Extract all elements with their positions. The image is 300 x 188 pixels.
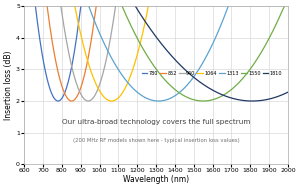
- 852: [22, 3, 26, 6]
- Line: 1064: 1064: [24, 5, 288, 101]
- 1550: [253, 62, 256, 64]
- 1550: [124, 12, 127, 15]
- 1810: [68, 3, 72, 6]
- 940: [135, 3, 139, 6]
- 1550: [22, 3, 26, 6]
- 1064: [135, 55, 139, 57]
- 780: [52, 97, 56, 99]
- 852: [52, 52, 56, 54]
- 1313: [286, 3, 290, 6]
- 940: [86, 100, 90, 102]
- 1313: [22, 3, 26, 6]
- Legend: 780, 852, 940, 1064, 1313, 1550, 1810: 780, 852, 940, 1064, 1313, 1550, 1810: [140, 69, 284, 78]
- 1064: [286, 3, 290, 6]
- 852: [135, 3, 139, 6]
- 1810: [22, 3, 26, 6]
- 1550: [201, 100, 205, 102]
- 1313: [124, 78, 127, 81]
- 852: [286, 3, 290, 6]
- 1810: [286, 91, 290, 93]
- 852: [68, 99, 72, 102]
- Line: 852: 852: [24, 5, 288, 101]
- 1064: [281, 3, 285, 6]
- 852: [281, 3, 285, 6]
- 940: [124, 3, 127, 6]
- 1064: [68, 3, 72, 6]
- 1550: [135, 36, 139, 38]
- X-axis label: Wavelength (nm): Wavelength (nm): [123, 175, 189, 184]
- 1550: [286, 3, 290, 6]
- 1810: [52, 3, 56, 6]
- 1550: [52, 3, 56, 6]
- 1313: [157, 100, 160, 102]
- 1550: [281, 8, 285, 10]
- 1313: [253, 3, 256, 6]
- 852: [124, 3, 127, 6]
- 1550: [68, 3, 72, 6]
- 940: [68, 57, 72, 59]
- 1064: [22, 3, 26, 6]
- 852: [70, 100, 74, 102]
- 940: [52, 3, 56, 6]
- 1064: [52, 3, 56, 6]
- 1313: [135, 91, 139, 93]
- 780: [253, 3, 256, 6]
- Y-axis label: Insertion loss (dB): Insertion loss (dB): [4, 50, 13, 120]
- Text: (200 MHz RF models shown here - typical insertion loss values): (200 MHz RF models shown here - typical …: [73, 138, 239, 143]
- Line: 780: 780: [24, 5, 288, 101]
- 940: [22, 3, 26, 6]
- 940: [281, 3, 285, 6]
- 780: [286, 3, 290, 6]
- Text: Our ultra-broad technology covers the full spectrum: Our ultra-broad technology covers the fu…: [62, 119, 250, 125]
- 1810: [281, 93, 285, 96]
- 780: [281, 3, 285, 6]
- 940: [286, 3, 290, 6]
- 1810: [135, 7, 139, 10]
- 1313: [281, 3, 285, 6]
- 1064: [110, 100, 113, 102]
- 780: [124, 3, 127, 6]
- Line: 940: 940: [24, 5, 288, 101]
- 780: [135, 3, 139, 6]
- 1810: [253, 100, 256, 102]
- 940: [253, 3, 256, 6]
- 1313: [68, 3, 72, 6]
- 780: [68, 74, 72, 76]
- 1810: [124, 3, 127, 6]
- Line: 1313: 1313: [24, 5, 288, 101]
- 852: [253, 3, 256, 6]
- 1064: [253, 3, 256, 6]
- 780: [56, 100, 60, 102]
- 1064: [124, 86, 127, 89]
- 1810: [250, 100, 254, 102]
- Line: 1810: 1810: [24, 5, 288, 101]
- 1313: [52, 3, 56, 6]
- 780: [22, 3, 26, 6]
- Line: 1550: 1550: [24, 5, 288, 101]
